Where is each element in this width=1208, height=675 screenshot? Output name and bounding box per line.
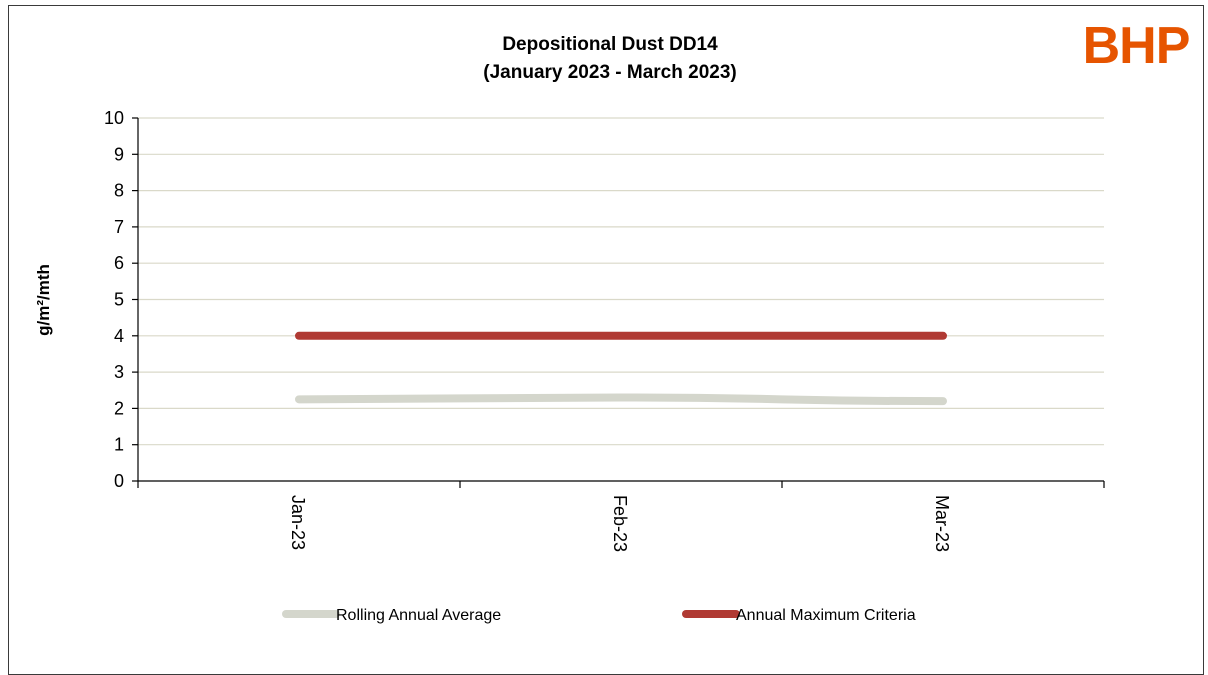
bhp-logo: BHP [1083, 17, 1190, 75]
series-lines [295, 331, 947, 406]
legend: Rolling Annual Average Annual Maximum Cri… [282, 607, 916, 624]
y-tick-label: 4 [114, 326, 124, 346]
y-tick-label: 5 [114, 290, 124, 310]
x-tick-label: Mar-23 [932, 495, 952, 552]
series-line-0 [295, 393, 947, 406]
y-tick-label: 8 [114, 181, 124, 201]
y-tick-label: 10 [104, 108, 124, 128]
chart-frame [8, 5, 1204, 675]
y-tick-label: 6 [114, 253, 124, 273]
y-tick-label: 9 [114, 144, 124, 164]
legend-label-0: Rolling Annual Average [336, 607, 501, 624]
grid-lines [138, 117, 1104, 446]
y-axis-label: g/m²/mth [34, 264, 53, 336]
y-tick-label: 2 [114, 398, 124, 418]
y-tick-label: 3 [114, 362, 124, 382]
y-tick-label: 0 [114, 471, 124, 491]
x-tick-label: Jan-23 [288, 495, 308, 550]
x-tick-label: Feb-23 [610, 495, 630, 552]
chart-subtitle: (January 2023 - March 2023) [483, 62, 736, 83]
y-tick-label: 1 [114, 435, 124, 455]
legend-label-1: Annual Maximum Criteria [736, 607, 916, 624]
chart-title: Depositional Dust DD14 [502, 34, 718, 55]
axes: 0 1 2 3 4 5 6 7 8 9 10 Jan-23 Feb-23 Mar-23 [104, 108, 1105, 552]
y-tick-label: 7 [114, 217, 124, 237]
